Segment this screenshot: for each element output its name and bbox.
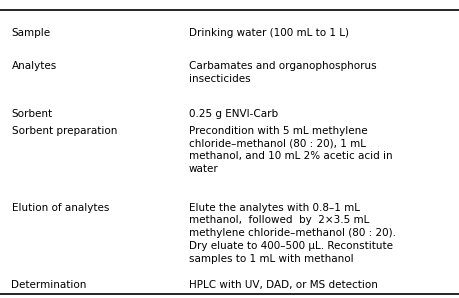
Text: Sample: Sample (11, 28, 50, 38)
Text: Sorbent: Sorbent (11, 109, 52, 119)
Text: Precondition with 5 mL methylene
chloride–methanol (80 : 20), 1 mL
methanol, and: Precondition with 5 mL methylene chlorid… (188, 126, 392, 174)
Text: Elute the analytes with 0.8–1 mL
methanol,  followed  by  2×3.5 mL
methylene chl: Elute the analytes with 0.8–1 mL methano… (188, 203, 395, 264)
Text: Drinking water (100 mL to 1 L): Drinking water (100 mL to 1 L) (188, 28, 348, 38)
Text: Sorbent preparation: Sorbent preparation (11, 126, 117, 136)
Text: HPLC with UV, DAD, or MS detection: HPLC with UV, DAD, or MS detection (188, 280, 377, 290)
Text: Elution of analytes: Elution of analytes (11, 203, 109, 213)
Text: Analytes: Analytes (11, 61, 56, 71)
Text: Determination: Determination (11, 280, 87, 290)
Text: 0.25 g ENVI-Carb: 0.25 g ENVI-Carb (188, 109, 277, 119)
Text: Carbamates and organophosphorus
insecticides: Carbamates and organophosphorus insectic… (188, 61, 375, 84)
